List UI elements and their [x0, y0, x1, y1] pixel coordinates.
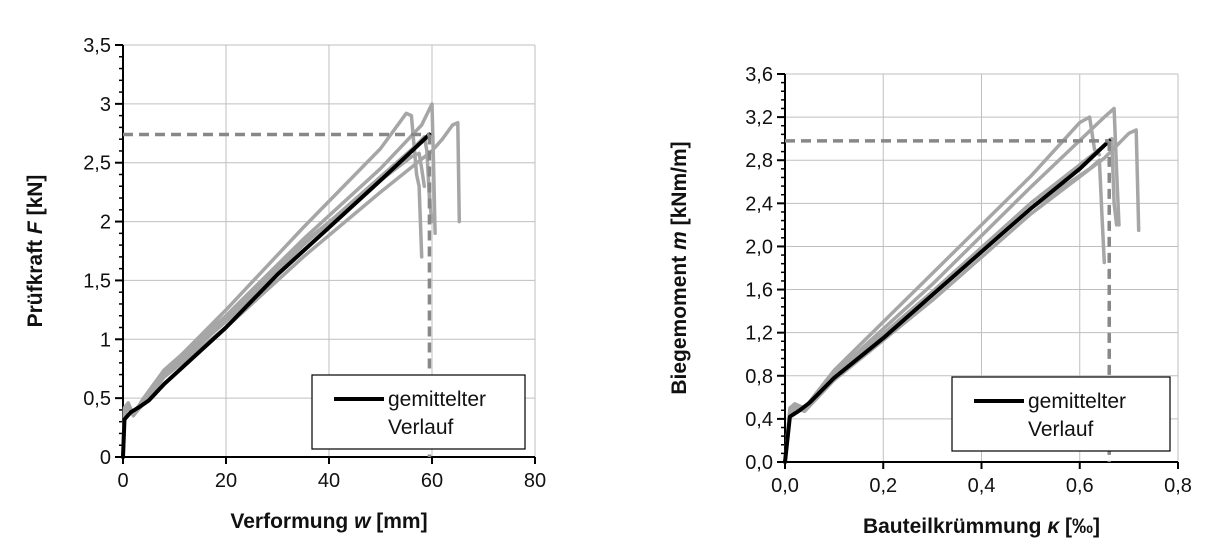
- legend-label-line2: Verlauf: [388, 416, 454, 439]
- x-tick-label: 0,0: [771, 475, 799, 497]
- x-tick-label: 80: [524, 470, 546, 492]
- x-tick-label: 0,8: [1164, 475, 1192, 497]
- y-tick-label: 1,6: [745, 280, 773, 302]
- y-axis-title: Biegemoment m [kNm/m]: [668, 141, 691, 394]
- y-tick-label: 2,8: [745, 150, 773, 172]
- y-tick-label: 1,2: [745, 323, 773, 345]
- y-tick-label: 2,4: [745, 193, 773, 215]
- chart-force-deflection: 0 0,5 1 1,5 2 2,5 3 3,5 0 20 40 60 80 Verformung w [m…: [24, 35, 546, 533]
- series-line-mean: [121, 132, 432, 459]
- y-tick-label: 0,4: [745, 409, 773, 431]
- y-tick-label: 3: [100, 94, 111, 116]
- x-tick-label: 60: [421, 470, 443, 492]
- x-tick-label: 20: [215, 470, 237, 492]
- series-line-mean: [783, 138, 1112, 464]
- x-tick-label: 0,2: [869, 475, 897, 497]
- y-tick-label: 1: [100, 329, 111, 351]
- series-line-test: [783, 136, 1119, 464]
- y-tick-label: 2,5: [83, 153, 111, 175]
- y-tick-label: 0,5: [83, 388, 111, 410]
- legend-box: [951, 376, 1171, 452]
- legend-label-line1: gemittelter: [1028, 390, 1126, 413]
- legend-box: [311, 374, 526, 450]
- legend-label-line2: Verlauf: [1028, 418, 1094, 441]
- x-tick-label: 0,4: [968, 475, 996, 497]
- y-tick-label: 0: [100, 447, 111, 469]
- y-tick-label: 2: [100, 212, 111, 234]
- y-tick-label: 0,8: [745, 366, 773, 388]
- y-tick-label: 0,0: [745, 452, 773, 474]
- x-tick-label: 0,6: [1066, 475, 1094, 497]
- y-tick-label: 3,2: [745, 107, 773, 129]
- y-tick-label: 3,6: [745, 64, 773, 86]
- y-axis-title: Prüfkraft F [kN]: [24, 175, 47, 328]
- x-tick-label: 40: [318, 470, 340, 492]
- x-axis-title: Bauteilkrümmung κ [‰]: [863, 515, 1100, 538]
- legend-label-line1: gemittelter: [388, 388, 486, 411]
- chart-moment-curvature: 0,0 0,4 0,8 1,2 1,6 2,0 2,4 2,8 3,2 3,6 0,0 0,2 0,4 0…: [668, 64, 1192, 538]
- series-line-test: [121, 151, 427, 459]
- y-tick-label: 3,5: [83, 35, 111, 57]
- y-tick-label: 2,0: [745, 236, 773, 258]
- x-tick-label: 0: [117, 470, 128, 492]
- y-tick-label: 1,5: [83, 270, 111, 292]
- x-axis-title: Verformung w [mm]: [230, 510, 427, 533]
